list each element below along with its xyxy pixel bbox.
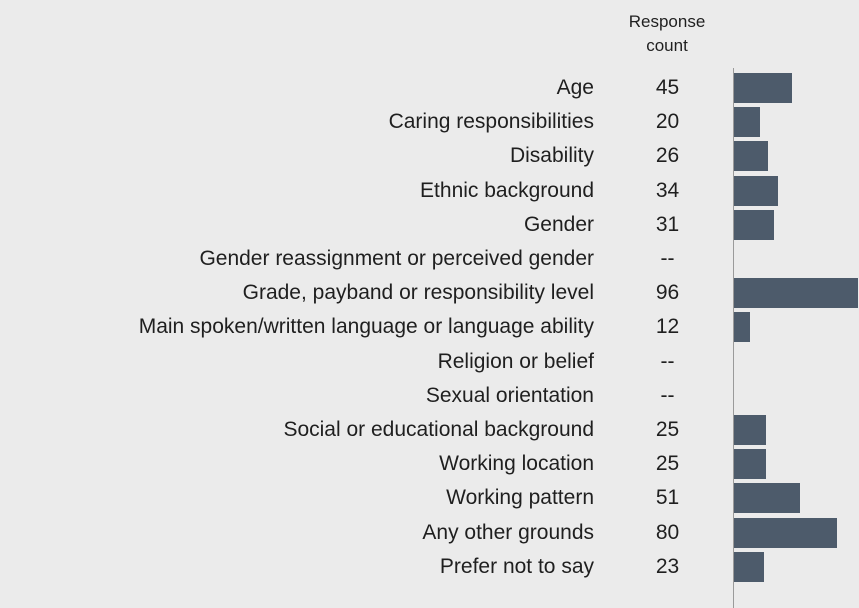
response-count-value: -- [660, 383, 675, 407]
response-bar [734, 141, 768, 172]
count-header-line1: Response [628, 12, 706, 31]
bar-row: Working location 25 [0, 447, 859, 481]
response-count-value: 25 [655, 418, 680, 441]
response-count-value: 12 [655, 315, 680, 339]
category-label: Sexual orientation [425, 383, 594, 407]
bar-row: Age 45 [0, 71, 859, 105]
bar-row: Prefer not to say 23 [0, 550, 859, 584]
category-label: Grade, payband or responsibility level [242, 281, 594, 305]
response-count-value: 25 [655, 452, 680, 476]
bar-row: Any other grounds 80 [0, 516, 859, 550]
bar-axis-line [733, 68, 734, 608]
response-bar [734, 415, 767, 445]
bar-row: Ethnic background 34 [0, 174, 859, 208]
response-count-value: 45 [655, 76, 680, 99]
response-bar [734, 278, 858, 309]
bar-row: Main spoken/written language or language… [0, 310, 859, 344]
bar-row: Disability 26 [0, 139, 859, 173]
response-bar [734, 483, 800, 514]
category-label: Any other grounds [422, 520, 594, 544]
response-bar [734, 551, 764, 582]
category-label: Social or educational background [283, 418, 594, 441]
category-label: Prefer not to say [439, 554, 594, 578]
response-bar [734, 175, 778, 206]
bar-row: Gender 31 [0, 208, 859, 242]
category-label: Ethnic background [420, 178, 594, 202]
category-label: Working pattern [446, 486, 594, 510]
response-bar [734, 73, 793, 103]
response-count-value: 96 [655, 281, 680, 305]
category-label: Main spoken/written language or language… [138, 315, 594, 339]
category-label: Disability [509, 144, 594, 168]
count-header-line2: count [646, 36, 688, 55]
response-count-value: -- [660, 349, 675, 373]
category-label: Gender reassignment or perceived gender [199, 247, 594, 270]
response-count-value: 23 [655, 554, 680, 578]
category-label: Religion or belief [437, 349, 594, 373]
response-count-value: 34 [655, 178, 680, 202]
count-column-header: Response count [614, 10, 720, 58]
category-label: Working location [439, 452, 594, 476]
bar-row: Gender reassignment or perceived gender -… [0, 242, 859, 276]
bar-row: Working pattern 51 [0, 481, 859, 515]
response-bar [734, 517, 838, 548]
bar-row: Grade, payband or responsibility level 96 [0, 276, 859, 310]
response-bar [734, 449, 767, 480]
response-count-value: 26 [655, 144, 680, 168]
response-count-value: 51 [655, 486, 680, 510]
response-bar [734, 107, 760, 138]
category-label: Age [556, 76, 594, 99]
response-count-value: -- [660, 247, 675, 270]
bar-row: Sexual orientation -- [0, 379, 859, 413]
bar-row: Social or educational background 25 [0, 413, 859, 447]
response-count-value: 20 [655, 110, 680, 134]
response-count-value: 31 [655, 212, 680, 236]
response-count-value: 80 [655, 520, 680, 544]
category-label: Caring responsibilities [388, 110, 594, 134]
category-label: Gender [523, 212, 594, 236]
response-bar [734, 312, 750, 343]
bar-row: Religion or belief -- [0, 345, 859, 379]
response-bar [734, 209, 775, 240]
bar-row: Caring responsibilities 20 [0, 105, 859, 139]
